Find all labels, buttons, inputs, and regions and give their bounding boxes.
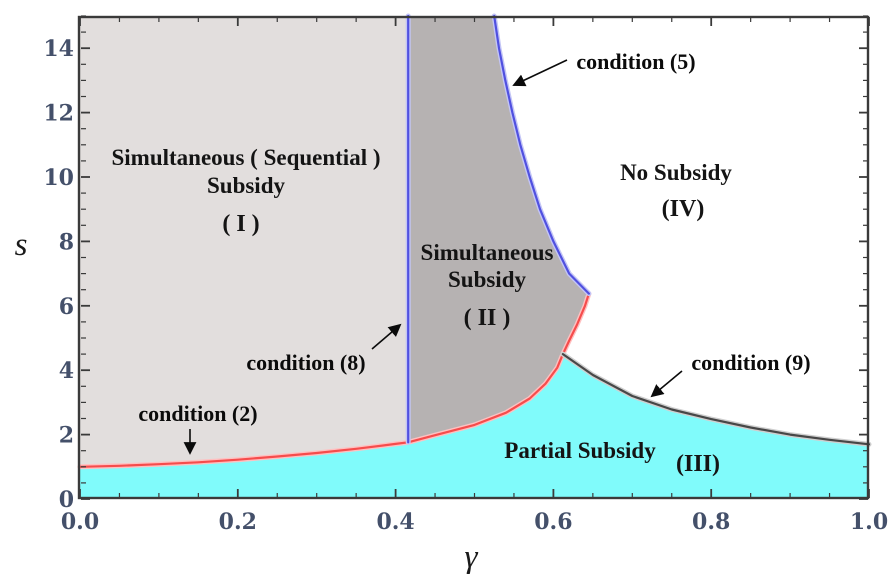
region-IV-tag: (IV): [662, 196, 705, 222]
x-tick-label: 0.0: [61, 509, 99, 535]
y-tick-label: 6: [59, 294, 74, 320]
x-tick-label: 0.4: [376, 509, 414, 535]
condition-9-label: condition (9): [691, 350, 810, 375]
condition-9-curve: [561, 353, 871, 446]
region-II-fill: [408, 16, 589, 443]
region-II-tag: ( II ): [464, 305, 511, 331]
y-tick-label: 0: [59, 487, 74, 513]
x-tick-label: 0.6: [534, 509, 572, 535]
condition-2-label: condition (2): [138, 401, 257, 426]
x-tick-label: 0.8: [692, 509, 730, 535]
region-II-label-line1: Simultaneous: [421, 240, 554, 265]
y-tick-label: 2: [59, 423, 74, 449]
region-I-label-line1: Simultaneous ( Sequential ): [111, 145, 380, 170]
condition-8-arrow: [371, 323, 402, 350]
y-tick-label: 10: [43, 165, 74, 191]
y-tick-label: 12: [43, 101, 74, 127]
region-I-fill: [80, 16, 409, 467]
region-III-label: Partial Subsidy: [504, 438, 656, 463]
region-II-label-line2: Subsidy: [448, 267, 527, 292]
condition-9-arrow: [650, 370, 683, 398]
condition-5-curve: [493, 14, 591, 295]
axis-ticks: [79, 15, 870, 500]
region-III-tag: (III): [676, 451, 720, 477]
region-IV-label: No Subsidy: [620, 160, 732, 185]
y-tick-label: 14: [43, 36, 74, 62]
axis-tick-labels: 0.0 0.2 0.4 0.6 0.8 1.0 0 2 4 6 8 10 12 14: [43, 36, 888, 535]
x-axis-label: γ: [464, 539, 478, 575]
y-axis-label: s: [15, 227, 28, 263]
condition-8-label: condition (8): [246, 350, 365, 375]
condition-5-label: condition (5): [576, 49, 695, 74]
condition-5-arrow: [512, 59, 568, 87]
y-tick-label: 4: [59, 358, 74, 384]
condition-2-curve: [78, 292, 591, 468]
boundary-curves: [77, 13, 872, 470]
region-I-label-line2: Subsidy: [207, 173, 286, 198]
y-tick-label: 8: [59, 229, 74, 255]
x-tick-label: 0.2: [219, 509, 257, 535]
region-I-tag: ( I ): [222, 211, 259, 237]
x-tick-label: 1.0: [850, 509, 888, 535]
